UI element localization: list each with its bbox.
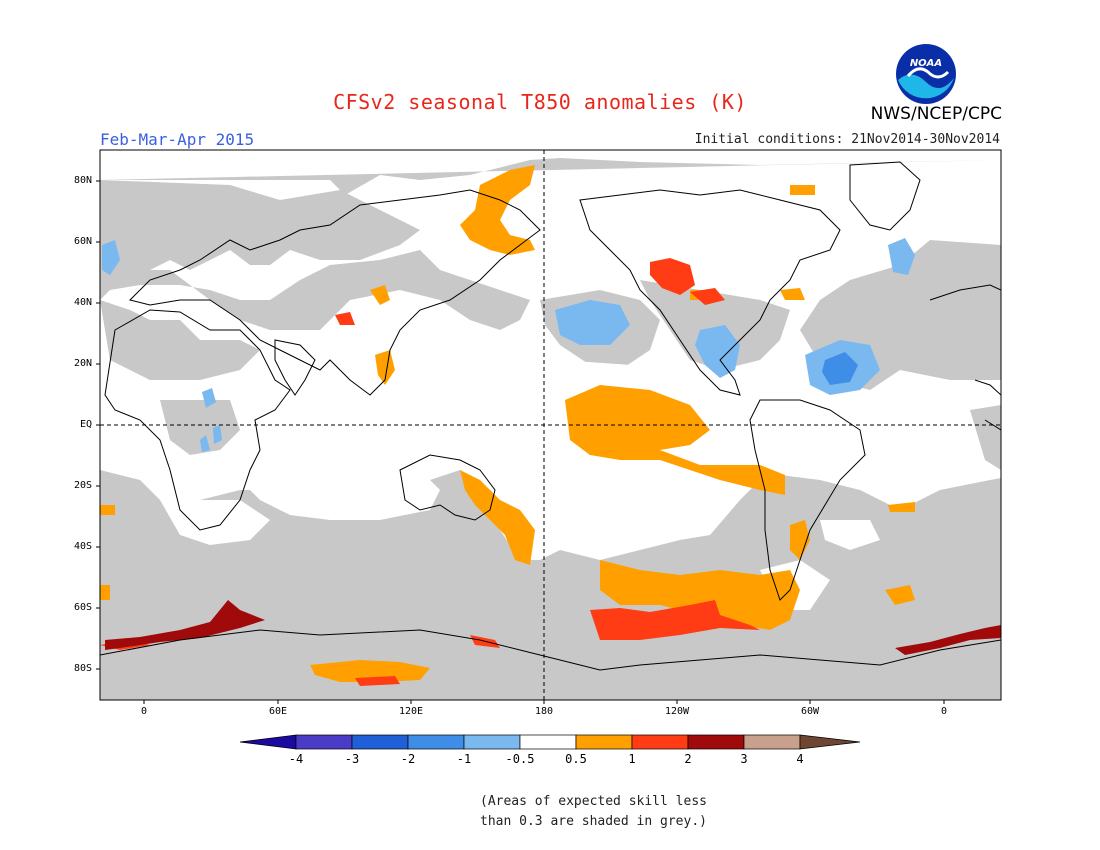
map-title: CFSv2 seasonal T850 anomalies (K): [333, 90, 747, 114]
svg-text:NOAA: NOAA: [910, 58, 942, 69]
colorbar-label-2: 2: [684, 752, 692, 766]
colorbar-label-3: 3: [740, 752, 748, 766]
positive-anomaly-darkred: [105, 600, 1001, 655]
skill-footnote: (Areas of expected skill less than 0.3 a…: [480, 792, 707, 832]
colorbar-label-4: 4: [796, 752, 804, 766]
colorbar-label-1: 1: [628, 752, 636, 766]
lat-label-40n: 40N: [73, 297, 92, 308]
colorbar-label-neg0-5: -0.5: [505, 752, 535, 766]
positive-anomaly-red: [100, 258, 760, 686]
lat-label-60n: 60N: [73, 236, 92, 247]
colorbar: [239, 734, 861, 750]
colorbar-label-neg2: -2: [400, 752, 416, 766]
lon-label-120w: 120W: [664, 706, 690, 717]
lon-label-60w: 60W: [800, 706, 820, 717]
axis-ticks: [96, 180, 945, 704]
lon-label-120e: 120E: [398, 706, 424, 717]
lon-label-0-west: 0: [140, 706, 148, 717]
colorbar-label-0-5: 0.5: [565, 752, 587, 766]
colorbar-label-neg1: -1: [456, 752, 472, 766]
footnote-line-2: than 0.3 are shaded in grey.): [480, 814, 707, 829]
colorbar-label-neg4: -4: [288, 752, 304, 766]
agency-label: NWS/NCEP/CPC: [870, 104, 1002, 124]
lat-label-20s: 20S: [73, 480, 92, 491]
footnote-line-1: (Areas of expected skill less: [480, 794, 707, 809]
lat-label-20n: 20N: [73, 358, 92, 369]
colorbar-label-neg3: -3: [344, 752, 360, 766]
lon-label-0-east: 0: [940, 706, 948, 717]
lat-label-eq: EQ: [79, 419, 92, 430]
lat-label-80n: 80N: [73, 175, 92, 186]
lat-label-40s: 40S: [73, 541, 92, 552]
coastlines: [100, 161, 1001, 671]
negative-anomaly-medium: [822, 352, 858, 385]
lon-label-180: 180: [534, 706, 554, 717]
positive-anomaly-orange: [100, 165, 915, 682]
noaa-logo: NOAA: [896, 44, 956, 104]
lat-label-80s: 80S: [73, 663, 92, 674]
season-label: Feb-Mar-Apr 2015: [100, 130, 255, 149]
lat-label-60s: 60S: [73, 602, 92, 613]
lon-label-60e: 60E: [268, 706, 288, 717]
low-skill-grey-shading: [100, 158, 1001, 700]
negative-anomaly-light: [102, 238, 915, 452]
initial-conditions-label: Initial conditions: 21Nov2014-30Nov2014: [694, 132, 1000, 147]
